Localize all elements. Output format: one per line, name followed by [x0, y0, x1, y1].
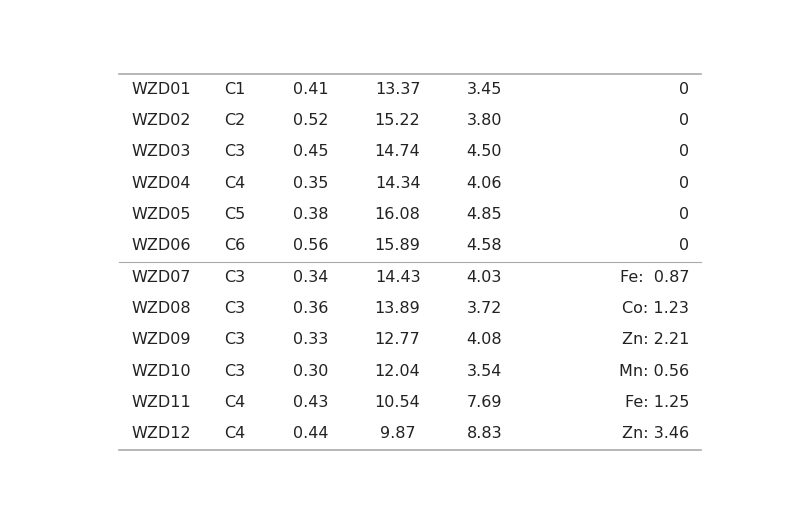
Text: 7.69: 7.69 — [466, 395, 502, 410]
Text: 0.34: 0.34 — [293, 270, 329, 285]
Text: WZD10: WZD10 — [131, 364, 190, 379]
Text: 0.56: 0.56 — [293, 238, 329, 253]
Text: 0.41: 0.41 — [293, 82, 329, 97]
Text: 0: 0 — [679, 207, 689, 222]
Text: C3: C3 — [224, 301, 245, 316]
Text: WZD08: WZD08 — [131, 301, 190, 316]
Text: WZD09: WZD09 — [131, 333, 190, 347]
Text: 4.50: 4.50 — [466, 144, 502, 159]
Text: 13.89: 13.89 — [374, 301, 421, 316]
Text: 4.58: 4.58 — [466, 238, 502, 253]
Text: 0: 0 — [679, 113, 689, 128]
Text: 0.36: 0.36 — [293, 301, 329, 316]
Text: 3.45: 3.45 — [466, 82, 502, 97]
Text: WZD07: WZD07 — [131, 270, 190, 285]
Text: 3.72: 3.72 — [466, 301, 502, 316]
Text: 4.03: 4.03 — [466, 270, 502, 285]
Text: C4: C4 — [224, 427, 246, 442]
Text: WZD03: WZD03 — [131, 144, 190, 159]
Text: 12.04: 12.04 — [374, 364, 421, 379]
Text: 0.52: 0.52 — [293, 113, 329, 128]
Text: 4.06: 4.06 — [466, 176, 502, 191]
Text: C1: C1 — [224, 82, 246, 97]
Text: 13.37: 13.37 — [375, 82, 420, 97]
Text: C5: C5 — [224, 207, 246, 222]
Text: 4.85: 4.85 — [466, 207, 502, 222]
Text: 0.43: 0.43 — [293, 395, 329, 410]
Text: WZD04: WZD04 — [131, 176, 190, 191]
Text: 0.44: 0.44 — [293, 427, 329, 442]
Text: C3: C3 — [224, 144, 245, 159]
Text: 14.74: 14.74 — [374, 144, 421, 159]
Text: 3.54: 3.54 — [466, 364, 502, 379]
Text: 4.08: 4.08 — [466, 333, 502, 347]
Text: 0: 0 — [679, 176, 689, 191]
Text: C2: C2 — [224, 113, 246, 128]
Text: WZD01: WZD01 — [131, 82, 190, 97]
Text: 0.45: 0.45 — [293, 144, 329, 159]
Text: C4: C4 — [224, 395, 246, 410]
Text: 15.22: 15.22 — [374, 113, 421, 128]
Text: Fe:  0.87: Fe: 0.87 — [619, 270, 689, 285]
Text: 14.34: 14.34 — [374, 176, 421, 191]
Text: 0.30: 0.30 — [293, 364, 329, 379]
Text: Co: 1.23: Co: 1.23 — [622, 301, 689, 316]
Text: WZD12: WZD12 — [131, 427, 190, 442]
Text: Fe: 1.25: Fe: 1.25 — [625, 395, 689, 410]
Text: C3: C3 — [224, 333, 245, 347]
Text: C3: C3 — [224, 270, 245, 285]
Text: C6: C6 — [224, 238, 246, 253]
Text: 3.80: 3.80 — [466, 113, 502, 128]
Text: Zn: 3.46: Zn: 3.46 — [622, 427, 689, 442]
Text: C3: C3 — [224, 364, 245, 379]
Text: 8.83: 8.83 — [466, 427, 502, 442]
Text: 12.77: 12.77 — [374, 333, 421, 347]
Text: 0: 0 — [679, 144, 689, 159]
Text: WZD02: WZD02 — [131, 113, 190, 128]
Text: 0: 0 — [679, 238, 689, 253]
Text: 14.43: 14.43 — [374, 270, 421, 285]
Text: WZD11: WZD11 — [131, 395, 190, 410]
Text: 15.89: 15.89 — [374, 238, 421, 253]
Text: 16.08: 16.08 — [374, 207, 421, 222]
Text: 9.87: 9.87 — [380, 427, 415, 442]
Text: Mn: 0.56: Mn: 0.56 — [619, 364, 689, 379]
Text: 10.54: 10.54 — [374, 395, 421, 410]
Text: 0.33: 0.33 — [293, 333, 329, 347]
Text: 0.38: 0.38 — [293, 207, 329, 222]
Text: 0: 0 — [679, 82, 689, 97]
Text: C4: C4 — [224, 176, 246, 191]
Text: WZD05: WZD05 — [131, 207, 190, 222]
Text: Zn: 2.21: Zn: 2.21 — [622, 333, 689, 347]
Text: WZD06: WZD06 — [131, 238, 190, 253]
Text: 0.35: 0.35 — [293, 176, 329, 191]
